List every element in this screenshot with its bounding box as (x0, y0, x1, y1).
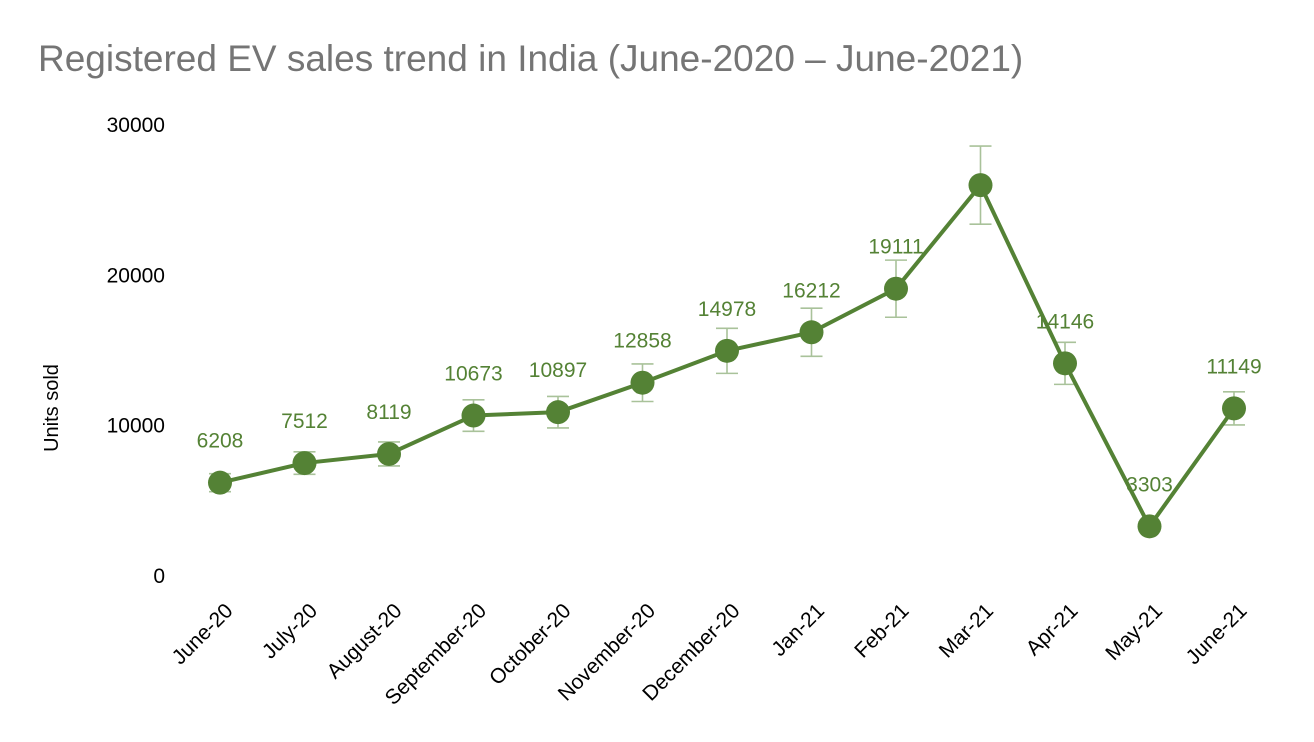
data-label: 14146 (1036, 310, 1094, 333)
data-label: 16212 (782, 279, 840, 302)
data-point (1053, 351, 1077, 376)
x-tick-label: October-20 (485, 599, 576, 690)
data-point (884, 276, 908, 301)
data-label: 10673 (444, 363, 502, 386)
data-labels: 6208 7512 8119 10673 10897 12858 14978 16212 191… (197, 236, 1262, 497)
x-tick-label: Feb-21 (850, 599, 913, 662)
data-point (630, 370, 655, 395)
data-point (461, 403, 486, 428)
data-label: 12858 (613, 330, 671, 353)
data-point (292, 451, 317, 476)
x-tick-label: May-21 (1101, 599, 1167, 665)
data-label: 6208 (197, 430, 244, 453)
y-tick-label: 10000 (107, 415, 165, 438)
data-point (715, 338, 739, 363)
data-point (546, 400, 570, 425)
error-bars (209, 145, 1245, 532)
data-point (968, 173, 993, 198)
x-tick-label: August-20 (323, 599, 407, 683)
data-label: 3303 (1126, 473, 1173, 496)
data-label: 7512 (281, 410, 328, 433)
data-label: 11149 (1206, 355, 1261, 378)
chart-title: Registered EV sales trend in India (June… (38, 38, 1024, 79)
data-label: 10897 (529, 359, 587, 382)
data-point (1222, 396, 1246, 421)
data-label: 19111 (868, 236, 923, 259)
x-tick-label: Mar-21 (935, 599, 998, 662)
y-tick-label: 20000 (107, 264, 165, 287)
y-tick-label: 0 (153, 565, 165, 588)
data-point (1137, 514, 1162, 539)
data-points (208, 173, 1246, 539)
x-axis-ticks: June-20 July-20 August-20September-20Octob… (168, 599, 1252, 709)
x-tick-label: June-21 (1182, 599, 1252, 669)
x-tick-label: June-20 (168, 599, 238, 669)
y-axis-title: Units sold (41, 364, 63, 452)
data-point (377, 441, 401, 466)
y-tick-label: 30000 (107, 114, 165, 137)
y-axis-ticks: 0 10000 20000 30000 (107, 114, 165, 588)
data-label: 8119 (366, 401, 411, 424)
x-tick-label: July-20 (258, 599, 322, 663)
data-point (799, 320, 824, 345)
x-tick-label: Apr-21 (1022, 599, 1083, 660)
data-label: 14978 (698, 298, 756, 321)
x-tick-label: Jan-21 (767, 599, 829, 661)
data-point (208, 470, 232, 495)
